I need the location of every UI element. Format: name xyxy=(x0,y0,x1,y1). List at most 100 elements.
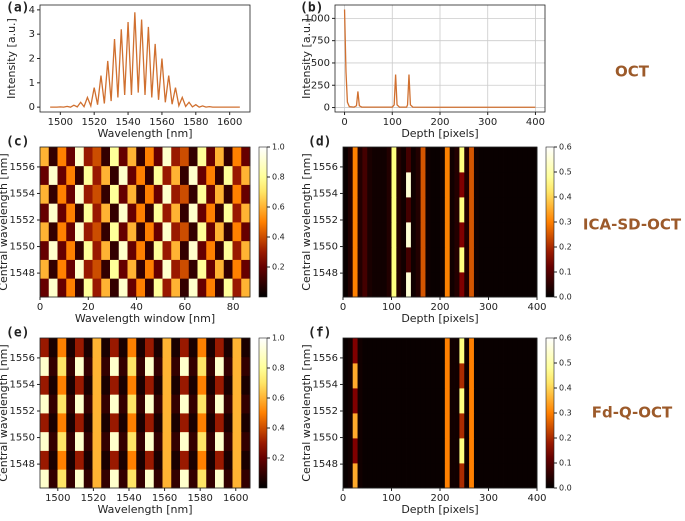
heatmap-cell xyxy=(92,394,102,414)
heatmap-cell xyxy=(498,247,504,273)
heatmap-cell xyxy=(464,147,470,173)
heatmap-cell xyxy=(401,272,407,298)
heatmap-cell xyxy=(512,147,518,173)
x-axis-label: Depth [pixels] xyxy=(401,503,478,516)
heatmap-cell xyxy=(415,338,421,364)
heatmap-cell xyxy=(376,438,383,464)
heatmap-cell xyxy=(57,431,67,451)
heatmap-cell xyxy=(241,338,251,358)
heatmap-cell xyxy=(406,197,412,223)
heatmap-cell xyxy=(454,413,460,439)
heatmap-cell xyxy=(57,165,67,185)
y-tick-label: 500 xyxy=(311,58,330,69)
heatmap-cell xyxy=(343,197,349,223)
heatmap-cell xyxy=(410,272,417,298)
heatmap-cell xyxy=(110,165,120,185)
heatmap-cell xyxy=(532,438,538,464)
heatmap-cell xyxy=(440,197,446,223)
heatmap-cell xyxy=(527,463,533,489)
y-tick-label: 1548 xyxy=(313,459,338,470)
heatmap-cell xyxy=(517,222,523,248)
heatmap-cell xyxy=(101,394,111,414)
heatmap-cell xyxy=(40,184,50,204)
heatmap-cell xyxy=(352,413,358,439)
heatmap-cell xyxy=(444,413,451,439)
heatmap-cell xyxy=(444,197,451,223)
heatmap-cell xyxy=(473,197,480,223)
heatmap-cell xyxy=(376,413,383,439)
heatmap-cell xyxy=(435,338,441,364)
x-tick-label: 1520 xyxy=(81,117,106,128)
heatmap-cell xyxy=(401,222,407,248)
heatmap-cell xyxy=(110,203,120,223)
heatmap-cell xyxy=(430,388,436,414)
colorbar-tick-label: 0.1 xyxy=(559,268,572,277)
heatmap-cell xyxy=(454,197,460,223)
heatmap-cell xyxy=(488,222,494,248)
heatmap-cell xyxy=(171,431,181,451)
heatmap-cell xyxy=(223,203,233,223)
heatmap-cell xyxy=(488,247,494,273)
heatmap-cell xyxy=(110,356,120,376)
heatmap-cell xyxy=(215,431,225,451)
y-tick-label: 1552 xyxy=(10,406,35,417)
heatmap-cell xyxy=(362,147,368,173)
x-tick-label: 200 xyxy=(430,117,449,128)
heatmap-cell xyxy=(48,184,58,204)
heatmap-cell xyxy=(381,222,388,248)
heatmap-cell xyxy=(48,450,58,470)
heatmap-cell xyxy=(435,388,441,414)
heatmap-cell xyxy=(532,172,538,198)
heatmap-cell xyxy=(372,338,378,364)
heatmap-cell xyxy=(206,222,216,242)
heatmap-cell xyxy=(440,247,446,273)
heatmap-cell xyxy=(57,147,67,167)
heatmap-cell xyxy=(343,272,349,298)
heatmap-cell xyxy=(425,363,431,389)
heatmap-cell xyxy=(153,375,163,395)
heatmap-cell xyxy=(145,222,155,242)
heatmap-cell xyxy=(206,413,216,433)
heatmap-cell xyxy=(522,247,528,273)
heatmap-cell xyxy=(92,413,102,433)
heatmap-cell xyxy=(352,147,358,173)
heatmap-cell xyxy=(473,388,480,414)
heatmap-cell xyxy=(444,147,451,173)
heatmap-cell xyxy=(391,388,397,414)
heatmap-cell xyxy=(522,172,528,198)
heatmap-cell xyxy=(347,463,354,489)
heatmap-cell xyxy=(372,413,378,439)
heatmap-cell xyxy=(425,388,431,414)
heatmap-cell xyxy=(493,438,499,464)
heatmap-cell xyxy=(57,394,67,414)
heatmap-cell xyxy=(507,222,514,248)
heatmap-cell xyxy=(162,431,172,451)
heatmap-cell xyxy=(532,222,538,248)
heatmap-cell xyxy=(503,247,509,273)
heatmap-cell xyxy=(171,165,181,185)
heatmap-cell xyxy=(197,431,207,451)
heatmap-cell xyxy=(83,431,93,451)
heatmap-cell xyxy=(386,338,392,364)
heatmap-cell xyxy=(440,222,446,248)
heatmap-cell xyxy=(503,438,509,464)
heatmap-cell xyxy=(206,356,216,376)
heatmap-cell xyxy=(118,394,128,414)
heatmap-cell xyxy=(40,338,50,358)
heatmap-cell xyxy=(153,450,163,470)
heatmap-cell xyxy=(415,247,421,273)
heatmap-cell xyxy=(522,388,528,414)
heatmap-cell xyxy=(372,272,378,298)
panel-label: (e) xyxy=(6,326,29,341)
heatmap-cell xyxy=(406,272,412,298)
heatmap-cell xyxy=(145,413,155,433)
heatmap-cell xyxy=(171,203,181,223)
heatmap-cell xyxy=(469,363,475,389)
heatmap-cell xyxy=(145,240,155,260)
heatmap-cell xyxy=(197,469,207,489)
heatmap-cell xyxy=(206,203,216,223)
heatmap-cell xyxy=(206,240,216,260)
heatmap-cell xyxy=(92,356,102,376)
heatmap-cell xyxy=(101,450,111,470)
